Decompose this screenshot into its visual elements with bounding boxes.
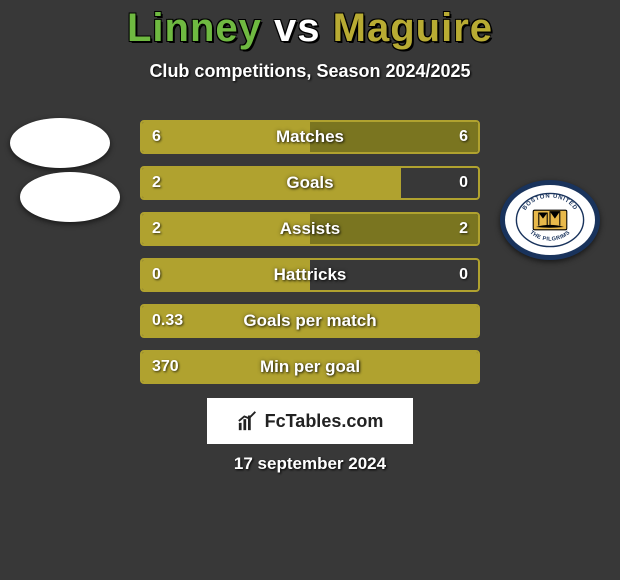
stat-row: Assists22: [140, 212, 480, 246]
stat-value-right: 0: [459, 260, 468, 290]
title-player1: Linney: [127, 6, 262, 50]
stat-bar-left: [142, 260, 310, 290]
team-logo-right: BOSTON UNITED THE PILGRIMS: [500, 180, 600, 260]
stat-row: Goals per match0.33: [140, 304, 480, 338]
comparison-bars: Matches66 Goals20 Assists22 Hattricks00 Goal…: [140, 120, 480, 396]
watermark-text: FcTables.com: [265, 411, 384, 432]
stat-bar-right: [310, 214, 478, 244]
stat-row: Goals20: [140, 166, 480, 200]
team-logo-left-2: [20, 172, 120, 222]
stat-bar-left: [142, 168, 401, 198]
stat-bar-left: [142, 352, 478, 382]
boston-united-crest-icon: BOSTON UNITED THE PILGRIMS: [515, 192, 585, 248]
stat-bar-right: [310, 122, 478, 152]
team-logo-left-1: [10, 118, 110, 168]
page-title: Linney vs Maguire: [0, 0, 620, 51]
date-text: 17 september 2024: [0, 454, 620, 474]
stat-row: Matches66: [140, 120, 480, 154]
stat-bar-left: [142, 122, 310, 152]
subtitle: Club competitions, Season 2024/2025: [0, 61, 620, 82]
title-player2: Maguire: [333, 6, 493, 50]
stat-bar-left: [142, 306, 478, 336]
title-vs: vs: [274, 6, 321, 50]
stat-bar-left: [142, 214, 310, 244]
fctables-logo-icon: [237, 410, 259, 432]
stat-value-right: 0: [459, 168, 468, 198]
stat-row: Min per goal370: [140, 350, 480, 384]
watermark: FcTables.com: [207, 398, 413, 444]
stat-row: Hattricks00: [140, 258, 480, 292]
